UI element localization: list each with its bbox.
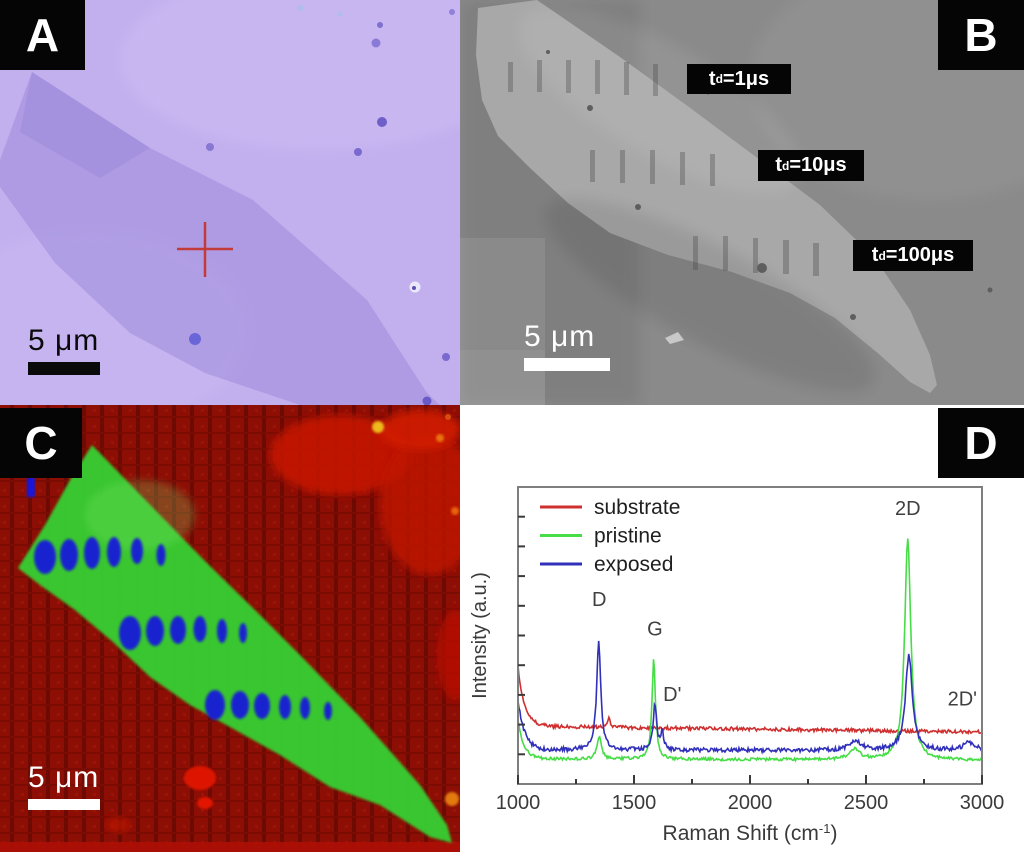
x-tick-label: 2500 (844, 792, 889, 814)
x-tick-label: 1000 (496, 792, 541, 814)
optical-image-graphics (0, 0, 460, 405)
legend-label: pristine (594, 525, 662, 548)
panel-d-raman-spectra: 1000 1500 2000 2500 3000 Raman Shift (cm-1) In… (460, 405, 1024, 852)
raman-map-graphics (0, 405, 460, 852)
scalebar-label: 5 μm (28, 761, 100, 794)
y-axis-label: Intensity (a.u.) (469, 572, 491, 699)
legend-label: exposed (594, 553, 673, 576)
scalebar-bar (28, 362, 100, 375)
legend-label: substrate (594, 496, 680, 519)
panel-b-sem-image: B t d =1μs t d =10μs t d =100μs 5 μm (460, 0, 1024, 405)
pattern-marks-row-2 (590, 150, 715, 186)
panel-c-label: C (0, 408, 82, 478)
sem-specks (546, 50, 993, 320)
peak-label: 2D' (948, 688, 977, 710)
panel-a-optical-image: A 5 μm (0, 0, 460, 405)
scalebar-label: 5 μm (28, 324, 100, 357)
pattern-marks-row-3 (693, 236, 819, 276)
panel-b-scalebar: 5 μm (524, 322, 610, 371)
panel-a-scalebar: 5 μm (28, 326, 100, 375)
panel-a-label: A (0, 0, 85, 70)
peak-label: D' (663, 684, 681, 706)
exposed-dots-row-3 (205, 690, 332, 720)
peak-label: 2D (895, 498, 921, 520)
peak-label: G (647, 619, 663, 641)
plot-border (517, 486, 983, 785)
panel-d-label: D (938, 408, 1024, 478)
series-substrate (517, 665, 983, 736)
exposed-dots-row-2 (119, 616, 247, 650)
legend-entry: substrate (540, 496, 680, 519)
bright-substrate-patches (0, 410, 460, 852)
x-tick-label: 3000 (960, 792, 1005, 814)
dose-label-1us: t d =1μs (687, 64, 791, 94)
scalebar-bar (28, 799, 100, 810)
peak-label: D (592, 589, 606, 611)
scalebar-bar (524, 358, 610, 371)
dose-label-10us: t d =10μs (758, 150, 864, 181)
crosshair-marker (177, 222, 233, 277)
series-pristine (517, 538, 983, 763)
panel-c-raman-map: C 5 μm (0, 405, 460, 852)
x-axis-label: Raman Shift (cm-1) (663, 821, 838, 846)
exposed-dots-row-1 (34, 537, 166, 574)
panel-b-label: B (938, 0, 1024, 70)
series-exposed (517, 640, 983, 755)
scalebar-label: 5 μm (524, 320, 596, 353)
legend-entry: pristine (540, 525, 662, 548)
x-tick-label: 2000 (728, 792, 773, 814)
legend-entry: exposed (540, 553, 673, 576)
x-tick-label: 1500 (612, 792, 657, 814)
flake-outline (0, 72, 440, 405)
raman-spectra-chart: 1000 1500 2000 2500 3000 Raman Shift (cm-1) In… (469, 486, 1005, 846)
dose-label-100us: t d =100μs (853, 240, 973, 271)
panel-c-scalebar: 5 μm (28, 763, 100, 810)
pattern-marks-row-1 (508, 60, 658, 96)
surface-specks (189, 5, 455, 405)
